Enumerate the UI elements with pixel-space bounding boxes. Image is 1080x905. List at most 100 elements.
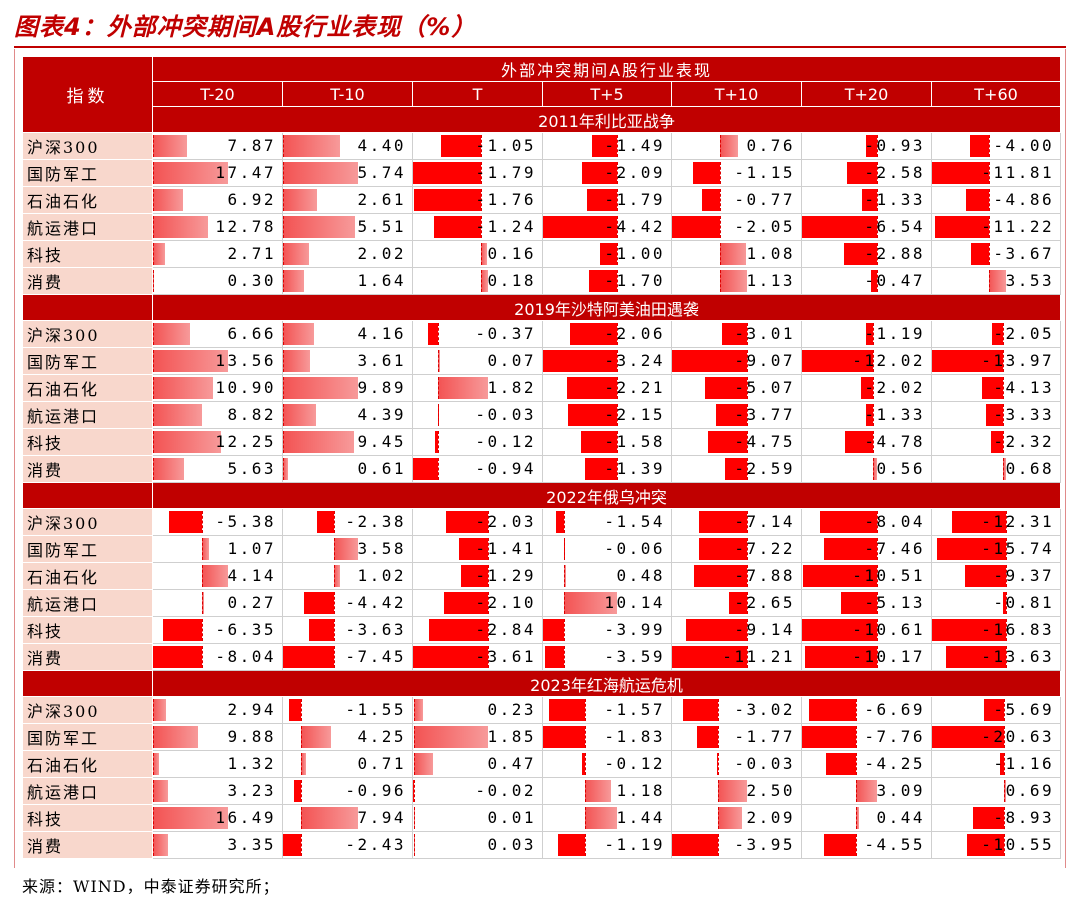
row-label: 沪深300 bbox=[22, 696, 153, 724]
data-bar bbox=[682, 699, 718, 721]
value-cell: -1.57 bbox=[542, 696, 672, 724]
bar-axis bbox=[283, 404, 284, 426]
value-cell: -3.02 bbox=[671, 696, 802, 724]
table-title: 外部冲突期间A股行业表现 bbox=[151, 56, 1062, 82]
value-text: 6.92 bbox=[227, 190, 276, 209]
data-bar bbox=[283, 270, 305, 292]
data-bar bbox=[1002, 592, 1007, 614]
bar-axis bbox=[876, 135, 878, 157]
bar-axis bbox=[855, 780, 857, 802]
value-text: 13.56 bbox=[215, 351, 276, 370]
value-cell: -5.69 bbox=[930, 696, 1062, 724]
value-cell: -4.42 bbox=[542, 213, 672, 241]
data-bar bbox=[283, 404, 317, 426]
data-bar bbox=[729, 592, 747, 614]
bar-axis bbox=[876, 162, 878, 184]
bar-axis bbox=[584, 699, 586, 721]
bar-axis bbox=[153, 431, 154, 453]
bar-axis bbox=[720, 162, 722, 184]
value-text: 3.61 bbox=[357, 351, 406, 370]
value-cell: -2.02 bbox=[801, 374, 932, 402]
value-cell: 2.50 bbox=[671, 777, 802, 805]
bar-axis bbox=[1002, 377, 1004, 399]
bar-axis bbox=[873, 377, 875, 399]
value-text: -1.57 bbox=[604, 700, 665, 719]
value-cell: -1.77 bbox=[671, 723, 802, 751]
data-bar bbox=[584, 780, 612, 802]
value-text: -5.38 bbox=[215, 512, 276, 531]
bar-axis bbox=[333, 646, 335, 668]
data-bar bbox=[600, 243, 618, 265]
data-bar bbox=[283, 216, 355, 238]
data-bar bbox=[153, 216, 208, 238]
bar-axis bbox=[584, 726, 586, 748]
data-bar bbox=[303, 592, 334, 614]
bar-axis bbox=[876, 538, 878, 560]
value-cell: -13.63 bbox=[930, 643, 1062, 671]
data-bar bbox=[163, 619, 203, 641]
value-cell: 2.09 bbox=[671, 804, 802, 832]
value-cell: 4.25 bbox=[282, 723, 413, 751]
value-text: 3.23 bbox=[227, 781, 276, 800]
row-label: 航运港口 bbox=[22, 777, 153, 805]
value-cell: -1.58 bbox=[542, 428, 672, 456]
value-text: -1.54 bbox=[604, 512, 665, 531]
value-text: 0.16 bbox=[487, 244, 536, 263]
data-bar bbox=[965, 189, 990, 211]
data-bar bbox=[555, 511, 564, 533]
value-cell: -13.97 bbox=[930, 347, 1062, 375]
bar-axis bbox=[283, 189, 284, 211]
value-text: 7.87 bbox=[227, 136, 276, 155]
value-cell: 1.82 bbox=[412, 374, 543, 402]
data-bar bbox=[308, 619, 334, 641]
value-cell: -0.12 bbox=[412, 428, 543, 456]
value-text: 5.63 bbox=[227, 459, 276, 478]
table-row: 航运港口 12.78 5.51 -1.24 -4.42 -2.05 -6.54 -11.22 bbox=[22, 213, 1062, 241]
value-cell: -8.04 bbox=[152, 643, 283, 671]
bar-axis bbox=[153, 699, 154, 721]
value-text: -0.81 bbox=[993, 593, 1055, 612]
data-bar bbox=[697, 726, 718, 748]
data-bar bbox=[153, 323, 190, 345]
data-bar bbox=[969, 135, 990, 157]
value-cell: 4.39 bbox=[282, 401, 413, 429]
value-cell: 12.78 bbox=[152, 213, 283, 241]
table-row: 消费 3.35 -2.43 0.03 -1.19 -3.95 -4.55 -10.55 bbox=[22, 831, 1062, 859]
value-text: -1.15 bbox=[734, 163, 795, 182]
bar-axis bbox=[617, 377, 619, 399]
column-header: T-10 bbox=[282, 81, 413, 107]
data-bar bbox=[153, 807, 228, 829]
bar-axis bbox=[487, 538, 489, 560]
data-bar bbox=[946, 646, 1007, 668]
value-cell: -0.81 bbox=[930, 589, 1062, 617]
value-cell: -4.86 bbox=[930, 186, 1062, 214]
value-cell: -2.06 bbox=[542, 320, 672, 348]
value-cell: -1.79 bbox=[412, 159, 543, 187]
bar-axis bbox=[1002, 431, 1004, 453]
value-text: -6.54 bbox=[864, 217, 925, 236]
bar-axis bbox=[1003, 780, 1005, 802]
value-cell: -4.75 bbox=[671, 428, 802, 456]
value-text: 0.76 bbox=[746, 136, 795, 155]
bar-axis bbox=[563, 538, 565, 560]
value-cell: -11.21 bbox=[671, 643, 802, 671]
data-bar bbox=[437, 404, 439, 426]
value-text: 4.40 bbox=[357, 136, 406, 155]
data-bar bbox=[840, 592, 877, 614]
value-text: -0.94 bbox=[475, 459, 536, 478]
data-bar bbox=[543, 619, 564, 641]
bar-axis bbox=[876, 565, 878, 587]
bar-axis bbox=[413, 807, 415, 829]
value-cell: -2.59 bbox=[671, 455, 802, 483]
column-header: T bbox=[412, 81, 543, 107]
value-text: 3.58 bbox=[357, 539, 406, 558]
value-text: -0.03 bbox=[475, 405, 536, 424]
bar-axis bbox=[438, 431, 440, 453]
value-cell: 0.47 bbox=[412, 750, 543, 778]
value-text: -1.33 bbox=[864, 405, 925, 424]
bar-axis bbox=[873, 458, 875, 480]
value-cell: -4.42 bbox=[282, 589, 413, 617]
row-label: 科技 bbox=[22, 616, 153, 644]
bar-axis bbox=[153, 780, 154, 802]
bar-axis bbox=[617, 162, 619, 184]
